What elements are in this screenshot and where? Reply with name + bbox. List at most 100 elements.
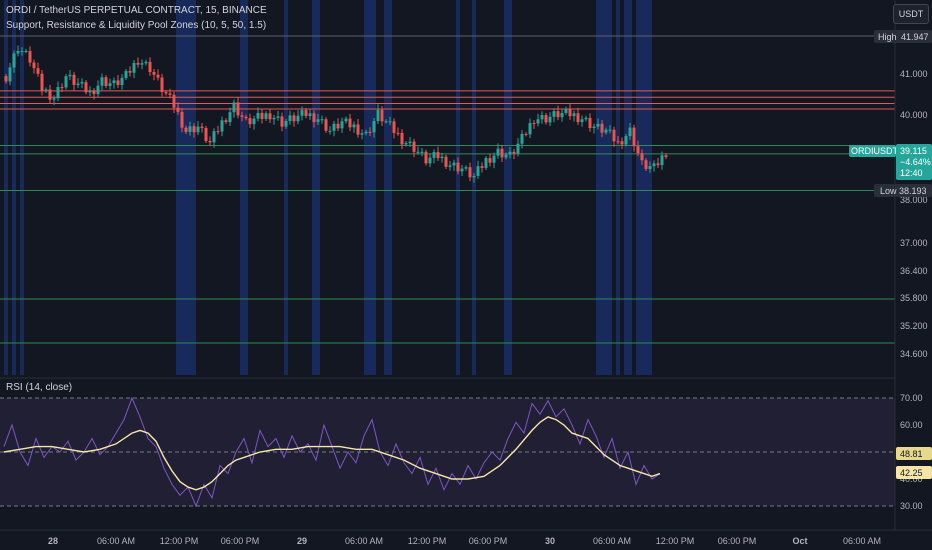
candle-body: [148, 61, 152, 72]
candlestick-series: [4, 45, 668, 183]
candle-body: [56, 87, 60, 99]
candle-body: [356, 124, 360, 135]
candle-body: [108, 83, 112, 86]
time-tick-label: Oct: [792, 536, 807, 546]
indicator-title[interactable]: Support, Resistance & Liquidity Pool Zon…: [6, 20, 267, 31]
candle-body: [40, 73, 44, 91]
current-price-countdown: 12:40: [900, 168, 923, 178]
candle-body: [220, 120, 224, 132]
candle-body: [180, 111, 184, 128]
rsi-title[interactable]: RSI (14, close): [6, 382, 73, 393]
candle-body: [260, 112, 264, 119]
candle-body: [340, 121, 344, 129]
candle-body: [8, 67, 12, 82]
candle-body: [620, 141, 624, 145]
candle-body: [32, 62, 36, 69]
candle-body: [64, 76, 68, 88]
zone-band: [644, 0, 648, 375]
candle-body: [188, 126, 192, 132]
candle-body: [240, 115, 244, 117]
rsi-ma-tag-bg: [896, 447, 932, 460]
candle-body: [124, 70, 128, 78]
candle-body: [184, 127, 188, 132]
price-tick-label: 40.000: [900, 110, 928, 120]
candle-body: [208, 140, 212, 143]
candle-body: [136, 62, 140, 65]
candle-body: [400, 132, 404, 145]
candle-body: [20, 51, 24, 52]
rsi-tick-label: 60.00: [900, 420, 923, 430]
candle-body: [440, 156, 444, 159]
candle-body: [368, 131, 372, 133]
candle-body: [452, 162, 456, 166]
currency-button[interactable]: USDT: [893, 4, 929, 24]
zone-band: [368, 0, 372, 375]
time-tick-label: 12:00 PM: [408, 536, 447, 546]
candle-body: [212, 131, 216, 143]
candle-body: [328, 130, 332, 132]
candle-body: [268, 113, 272, 120]
candle-body: [204, 128, 208, 141]
candle-body: [308, 113, 312, 117]
candle-body: [540, 115, 544, 120]
price-tick-label: 35.200: [900, 321, 928, 331]
candle-body: [596, 123, 600, 127]
time-tick-label: 06:00 PM: [469, 536, 508, 546]
candle-body: [276, 116, 280, 118]
candle-body: [604, 129, 608, 133]
candle-body: [344, 118, 348, 122]
candle-body: [408, 141, 412, 144]
candle-body: [404, 143, 408, 145]
candle-body: [412, 141, 416, 152]
candle-body: [436, 152, 440, 159]
candle-body: [376, 109, 380, 121]
candle-body: [4, 76, 8, 82]
candle-body: [532, 123, 536, 125]
zone-band: [472, 0, 476, 375]
rsi-pane: [0, 396, 895, 508]
candle-body: [472, 175, 476, 178]
candle-body: [504, 154, 508, 158]
candle-body: [464, 167, 468, 169]
candle-body: [88, 90, 92, 93]
candle-body: [640, 153, 644, 161]
zone-band: [504, 0, 508, 375]
time-tick-label: 29: [297, 536, 307, 546]
candle-body: [392, 121, 396, 133]
candle-body: [216, 131, 220, 133]
candle-body: [248, 118, 252, 125]
candle-body: [500, 148, 504, 158]
candle-body: [588, 117, 592, 128]
candle-body: [44, 89, 48, 91]
symbol-tag-label: ORDIUSDT.P: [851, 146, 906, 156]
zone-band: [608, 0, 612, 375]
candle-body: [72, 74, 76, 85]
rsi-tick-label: 30.00: [900, 501, 923, 511]
candle-body: [536, 119, 540, 124]
candle-body: [156, 74, 160, 78]
candle-body: [480, 166, 484, 168]
candle-body: [24, 51, 28, 52]
candle-body: [12, 53, 16, 68]
candle-body: [360, 133, 364, 135]
candle-body: [628, 127, 632, 137]
candle-body: [232, 102, 236, 113]
rsi-tag-value: 42.25: [900, 468, 923, 478]
candle-body: [172, 94, 176, 108]
candle-body: [28, 51, 32, 63]
candle-body: [432, 152, 436, 158]
support-resistance-levels: [0, 35, 895, 344]
candle-body: [192, 126, 196, 133]
rsi-ma-line: [3, 416, 661, 491]
price-tick-label: 35.800: [900, 293, 928, 303]
candle-body: [228, 112, 232, 123]
candle-body: [396, 132, 400, 134]
symbol-title[interactable]: ORDI / TetherUS PERPETUAL CONTRACT, 15, …: [6, 5, 267, 16]
candle-body: [352, 124, 356, 128]
candle-body: [556, 111, 560, 118]
candle-body: [380, 109, 384, 122]
candle-body: [296, 115, 300, 122]
candle-body: [484, 158, 488, 168]
zone-band: [648, 0, 652, 375]
